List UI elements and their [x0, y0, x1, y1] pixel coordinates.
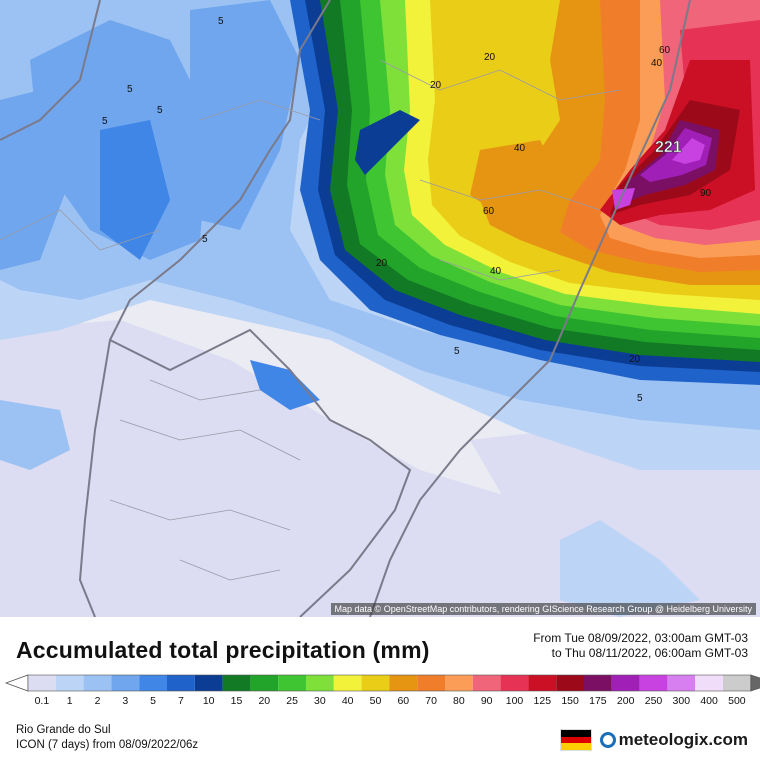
map-attribution: Map data © OpenStreetMap contributors, r…: [330, 603, 756, 615]
scale-swatch: [389, 675, 418, 691]
time-range: From Tue 08/09/2022, 03:00am GMT-03 to T…: [533, 631, 748, 661]
contour-label: 40: [651, 58, 663, 69]
scale-min-arrow: [4, 674, 29, 692]
contour-label: 90: [700, 188, 712, 199]
brand-logo[interactable]: meteologix.com: [559, 727, 748, 753]
scale-tick-label: 90: [481, 695, 493, 707]
flag-stripe: [560, 743, 591, 751]
scale-tick-label: 400: [700, 695, 718, 707]
scale-tick-label: 40: [342, 695, 354, 707]
meteologix-logo-icon: [599, 732, 616, 748]
scale-tick-label: 150: [561, 695, 579, 707]
scale-tick-label: 5: [150, 695, 156, 707]
scale-max-arrow: [750, 674, 760, 692]
chart-title: Accumulated total precipitation (mm): [16, 637, 430, 663]
scale-tick-label: 30: [314, 695, 326, 707]
scale-tick-label: 25: [286, 695, 298, 707]
scale-swatch: [361, 675, 390, 691]
model-label: ICON (7 days) from 08/09/2022/06z: [16, 739, 199, 751]
location-label: Rio Grande do Sul: [16, 724, 111, 736]
legend-panel: Accumulated total precipitation (mm) Fro…: [0, 617, 760, 760]
contour-label: 5: [157, 105, 163, 116]
contour-label: 20: [376, 258, 388, 269]
time-from: From Tue 08/09/2022, 03:00am GMT-03: [533, 631, 748, 645]
scale-swatch: [445, 675, 473, 691]
contour-label: 20: [484, 52, 496, 63]
scale-swatch: [222, 675, 251, 691]
map-canvas: 5 5 5 5 5 20 20 20 20 40 40 40 60 60 90 …: [0, 0, 760, 617]
scale-tick-label: 10: [203, 695, 215, 707]
scale-swatch: [139, 675, 167, 691]
scale-tick-label: 250: [645, 695, 663, 707]
scale-swatch: [611, 675, 640, 691]
scale-swatch: [83, 675, 112, 691]
scale-swatch: [723, 675, 751, 691]
scale-tick-label: 20: [258, 695, 270, 707]
scale-swatch: [55, 675, 84, 691]
scale-tick-label: 15: [231, 695, 243, 707]
time-to: to Thu 08/11/2022, 06:00am GMT-03: [551, 646, 748, 660]
scale-tick-label: 200: [617, 695, 635, 707]
contour-label: 40: [514, 143, 526, 154]
brand-name: meteologix.com: [599, 730, 748, 750]
scale-swatch: [278, 675, 306, 691]
scale-swatch: [584, 675, 612, 691]
scale-swatch: [417, 675, 445, 691]
scale-tick-label: 2: [95, 695, 101, 707]
scale-swatch: [472, 675, 501, 691]
scale-tick-label: 50: [370, 695, 382, 707]
scale-swatch: [194, 675, 223, 691]
scale-tick-label: 70: [425, 695, 437, 707]
contour-label: 5: [102, 116, 108, 127]
scale-tick-label: 300: [673, 695, 691, 707]
max-value-label: 221: [655, 139, 682, 156]
flag-stripe: [560, 736, 591, 744]
scale-swatch: [667, 675, 696, 691]
germany-flag-icon: [559, 729, 592, 751]
precipitation-map[interactable]: 5 5 5 5 5 20 20 20 20 40 40 40 60 60 90 …: [0, 0, 760, 617]
scale-tick-label: 3: [122, 695, 128, 707]
scale-swatch: [167, 675, 195, 691]
contour-label: 5: [454, 346, 460, 357]
scale-swatch: [500, 675, 529, 691]
brand-name-text: meteologix.com: [618, 730, 748, 749]
contour-label: 40: [490, 266, 502, 277]
scale-swatch: [695, 675, 723, 691]
scale-swatch: [639, 675, 668, 691]
scale-swatch: [528, 675, 557, 691]
scale-tick-label: 175: [589, 695, 607, 707]
scale-tick-label: 500: [728, 695, 746, 707]
scale-swatch: [111, 675, 140, 691]
flag-stripe: [560, 730, 591, 737]
scale-tick-label: 0.1: [35, 695, 50, 707]
scale-tick-label: 60: [397, 695, 409, 707]
contour-label: 20: [430, 80, 442, 91]
scale-swatch: [306, 675, 334, 691]
contour-label: 5: [127, 84, 133, 95]
contour-label: 60: [483, 206, 495, 217]
contour-label: 5: [202, 234, 208, 245]
scale-tick-label: 7: [178, 695, 184, 707]
scale-tick-label: 125: [534, 695, 552, 707]
contour-label: 20: [629, 354, 641, 365]
contour-label: 5: [218, 16, 224, 27]
scale-tick-label: 1: [67, 695, 73, 707]
contour-label: 60: [659, 45, 671, 56]
color-scale: 0.1 1 2 3 5 7 10 15 20 25 30 40 50 60 70 80 90 100 125 150 1…: [4, 674, 760, 707]
scale-tick-label: 80: [453, 695, 465, 707]
contour-label: 5: [637, 393, 643, 404]
scale-swatch: [556, 675, 584, 691]
scale-swatch: [250, 675, 279, 691]
scale-tick-label: 100: [506, 695, 524, 707]
scale-swatch: [333, 675, 362, 691]
scale-swatch: [28, 675, 56, 691]
